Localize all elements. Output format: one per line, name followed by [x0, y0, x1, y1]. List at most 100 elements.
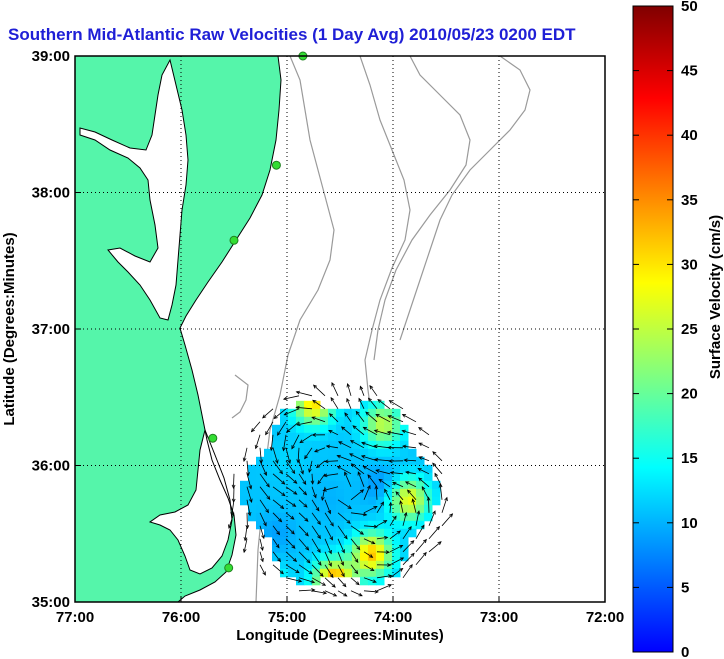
velocity-vector-head	[399, 557, 405, 561]
velocity-vector	[389, 545, 403, 553]
velocity-cell	[304, 440, 313, 450]
velocity-vector-head	[358, 397, 363, 402]
velocity-cell	[280, 424, 289, 434]
velocity-cell	[288, 472, 297, 482]
velocity-vector-head	[350, 463, 355, 468]
chesapeake-bay	[79, 58, 189, 321]
colorbar-tick-label: 5	[681, 579, 689, 596]
velocity-vector	[389, 557, 404, 566]
velocity-cell	[296, 488, 305, 498]
velocity-vector-head	[387, 563, 392, 567]
velocity-vector	[325, 460, 339, 462]
velocity-vector	[328, 430, 339, 436]
velocity-vector-head	[329, 536, 333, 541]
velocity-cell	[368, 488, 377, 498]
velocity-vector-head	[362, 465, 367, 470]
velocity-vector	[357, 471, 365, 487]
velocity-vector-head	[295, 405, 300, 410]
velocity-vector-head	[315, 507, 320, 512]
velocity-cell	[296, 424, 305, 434]
velocity-vector	[311, 473, 314, 484]
velocity-vector	[277, 421, 287, 436]
latitude-tick-labels: 35:00 36:00 37:00 38:00 39:00	[32, 48, 81, 611]
velocity-vector	[329, 413, 339, 423]
velocity-vector-head	[355, 410, 360, 415]
velocity-cell	[288, 432, 297, 442]
velocity-vector	[297, 447, 300, 463]
velocity-vector-head	[250, 428, 255, 433]
longitude-tick-label: 73:00	[480, 609, 518, 626]
velocity-vector-head	[290, 530, 295, 535]
velocity-vector-head	[328, 429, 333, 434]
velocity-vector	[417, 468, 430, 475]
velocity-vector	[285, 564, 300, 574]
velocity-vector	[337, 590, 347, 597]
velocity-vector-head	[432, 451, 437, 456]
velocity-vector	[272, 499, 284, 509]
velocity-cell	[344, 480, 353, 490]
velocity-cell	[424, 504, 433, 514]
velocity-cell	[344, 560, 353, 570]
velocity-vector	[418, 427, 430, 436]
velocity-cell	[392, 504, 401, 514]
velocity-vector	[337, 465, 352, 475]
velocity-cell	[368, 512, 377, 522]
velocity-cell	[376, 512, 385, 522]
velocity-cell	[304, 536, 313, 546]
velocity-cell	[280, 480, 289, 490]
velocity-cell	[376, 488, 385, 498]
velocity-cell	[256, 472, 265, 482]
velocity-vector	[259, 499, 269, 513]
velocity-vector-head	[416, 510, 421, 515]
longitude-tick-label: 75:00	[268, 609, 306, 626]
velocity-vector	[337, 525, 348, 540]
velocity-cell	[312, 424, 321, 434]
colorbar-tick-labels: 0 5 10 15 20 25 30 35 40 45 50	[633, 0, 698, 659]
velocity-cell	[352, 552, 361, 562]
velocity-vector	[363, 506, 378, 514]
velocity-cell	[312, 432, 321, 442]
velocity-vector	[298, 460, 304, 475]
velocity-vector-head	[313, 494, 317, 499]
isobath-contour	[231, 374, 249, 419]
velocity-vector-head	[349, 440, 355, 444]
velocity-cell	[360, 400, 369, 410]
velocity-cell	[432, 480, 441, 490]
velocity-vector	[350, 538, 361, 550]
velocity-vector	[243, 447, 248, 462]
velocity-cell	[304, 528, 313, 538]
velocity-vector-head	[370, 567, 375, 572]
velocity-cell	[328, 504, 337, 514]
velocity-cell	[344, 536, 353, 546]
velocity-cell	[376, 440, 385, 450]
velocity-cell	[312, 440, 321, 450]
velocity-cell	[296, 400, 305, 410]
velocity-vector-head	[317, 534, 321, 540]
velocity-cell	[376, 416, 385, 426]
station-marker	[229, 235, 239, 245]
velocity-cell	[416, 480, 425, 490]
velocity-vector-head	[387, 584, 393, 588]
velocity-cell	[320, 544, 329, 554]
velocity-vector	[428, 510, 436, 526]
velocity-cell	[304, 416, 313, 426]
velocity-cell	[336, 520, 345, 530]
velocity-cell	[384, 456, 393, 466]
velocity-cell	[376, 400, 385, 410]
velocity-cell	[240, 488, 249, 498]
velocity-vector	[402, 512, 407, 526]
velocity-cell	[304, 480, 313, 490]
velocity-cell	[328, 528, 337, 538]
velocity-vector	[352, 425, 365, 436]
velocity-cell	[264, 472, 273, 482]
velocity-cell	[312, 544, 321, 554]
velocity-cell	[360, 520, 369, 530]
velocity-vector-head	[401, 414, 407, 418]
velocity-cell	[392, 480, 401, 490]
velocity-vector-head	[396, 530, 401, 535]
velocity-cell	[288, 440, 297, 450]
velocity-vector-head	[277, 431, 281, 436]
velocity-cell	[296, 560, 305, 570]
velocity-vector	[285, 512, 295, 520]
velocity-vector	[296, 391, 313, 397]
